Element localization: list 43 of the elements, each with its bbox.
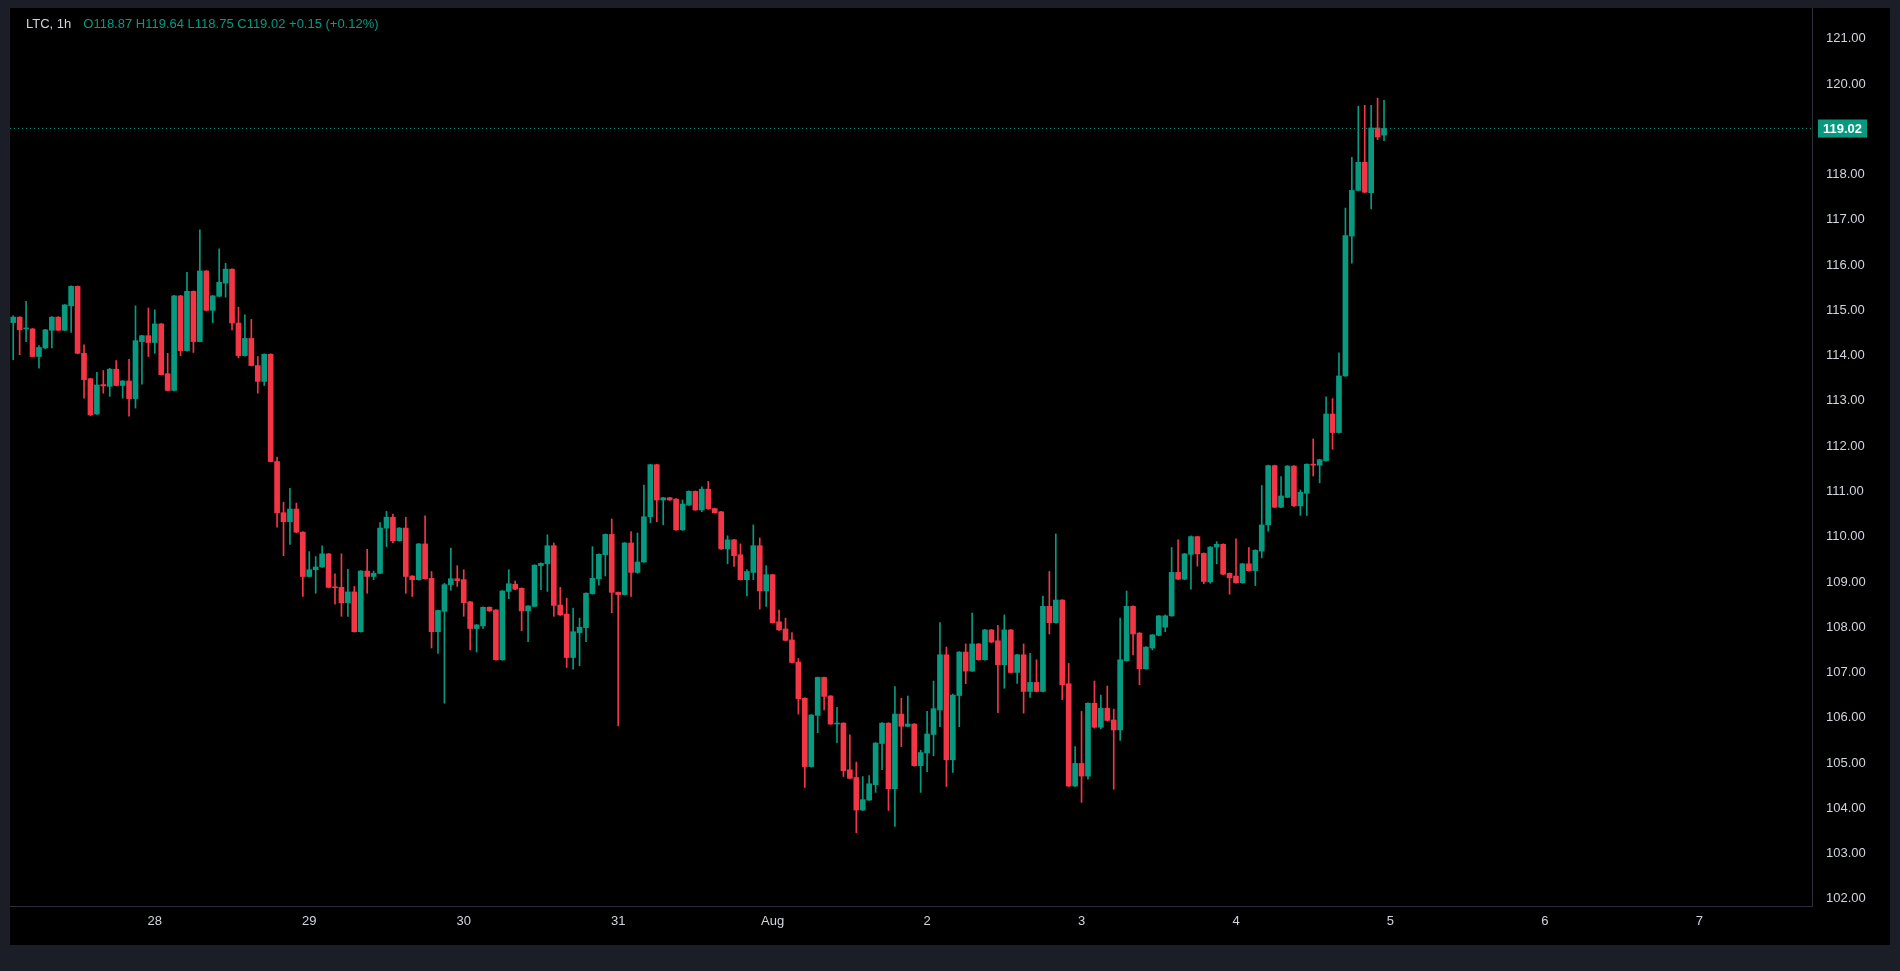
y-tick-label: 113.00 (1826, 392, 1865, 408)
x-tick-label: 30 (456, 913, 471, 929)
y-tick-label: 108.00 (1826, 618, 1866, 634)
y-tick-label: 111.00 (1826, 482, 1864, 498)
y-tick-label: 115.00 (1826, 301, 1865, 317)
y-tick-label: 107.00 (1826, 664, 1866, 680)
candlestick (904, 695, 911, 728)
y-tick-label: 106.00 (1826, 709, 1866, 725)
candlestick (10, 315, 17, 361)
text: O118.87 H119.64 L118.75 C119.02 +0.15 (+0.12%) (83, 16, 379, 31)
y-tick-label: 102.00 (1826, 890, 1866, 906)
candlestick (1027, 653, 1033, 698)
y-tick-label: 118.00 (1826, 166, 1865, 182)
candlestick (345, 568, 351, 617)
candlestick (1213, 541, 1220, 565)
x-tick-label: 6 (1541, 913, 1549, 929)
y-tick-label: 114.00 (1826, 347, 1865, 363)
candlestick (100, 370, 107, 394)
y-tick-label: 110.00 (1826, 528, 1865, 544)
candlestick (1175, 539, 1181, 580)
text: LTC, 1h (26, 16, 72, 31)
y-tick-label: 120.00 (1826, 75, 1866, 91)
y-tick-label: 105.00 (1826, 754, 1866, 770)
y-tick-label: 103.00 (1826, 845, 1866, 861)
x-tick-label: 28 (147, 913, 163, 929)
candlestick (364, 549, 371, 594)
candlestick (287, 487, 293, 545)
y-tick-label: 112.00 (1826, 437, 1865, 453)
x-tick-label: 5 (1386, 913, 1395, 929)
y-tick-label: 117.00 (1826, 211, 1865, 227)
x-tick-label: 29 (302, 913, 317, 929)
y-tick-label: 121.00 (1826, 30, 1866, 46)
y-tick-label: 104.00 (1826, 799, 1866, 815)
x-tick-label: Aug (761, 913, 785, 929)
x-tick-label: 7 (1695, 913, 1703, 929)
candlestick (660, 496, 667, 526)
x-tick-label: 4 (1232, 913, 1240, 929)
ref-line-label: 119.02 (1823, 120, 1863, 136)
y-tick-label: 109.00 (1826, 573, 1866, 589)
x-tick-label: 2 (923, 913, 931, 929)
x-tick-label: 31 (610, 913, 626, 929)
x-tick-label: 3 (1077, 913, 1086, 929)
y-tick-label: 116.00 (1826, 256, 1865, 272)
